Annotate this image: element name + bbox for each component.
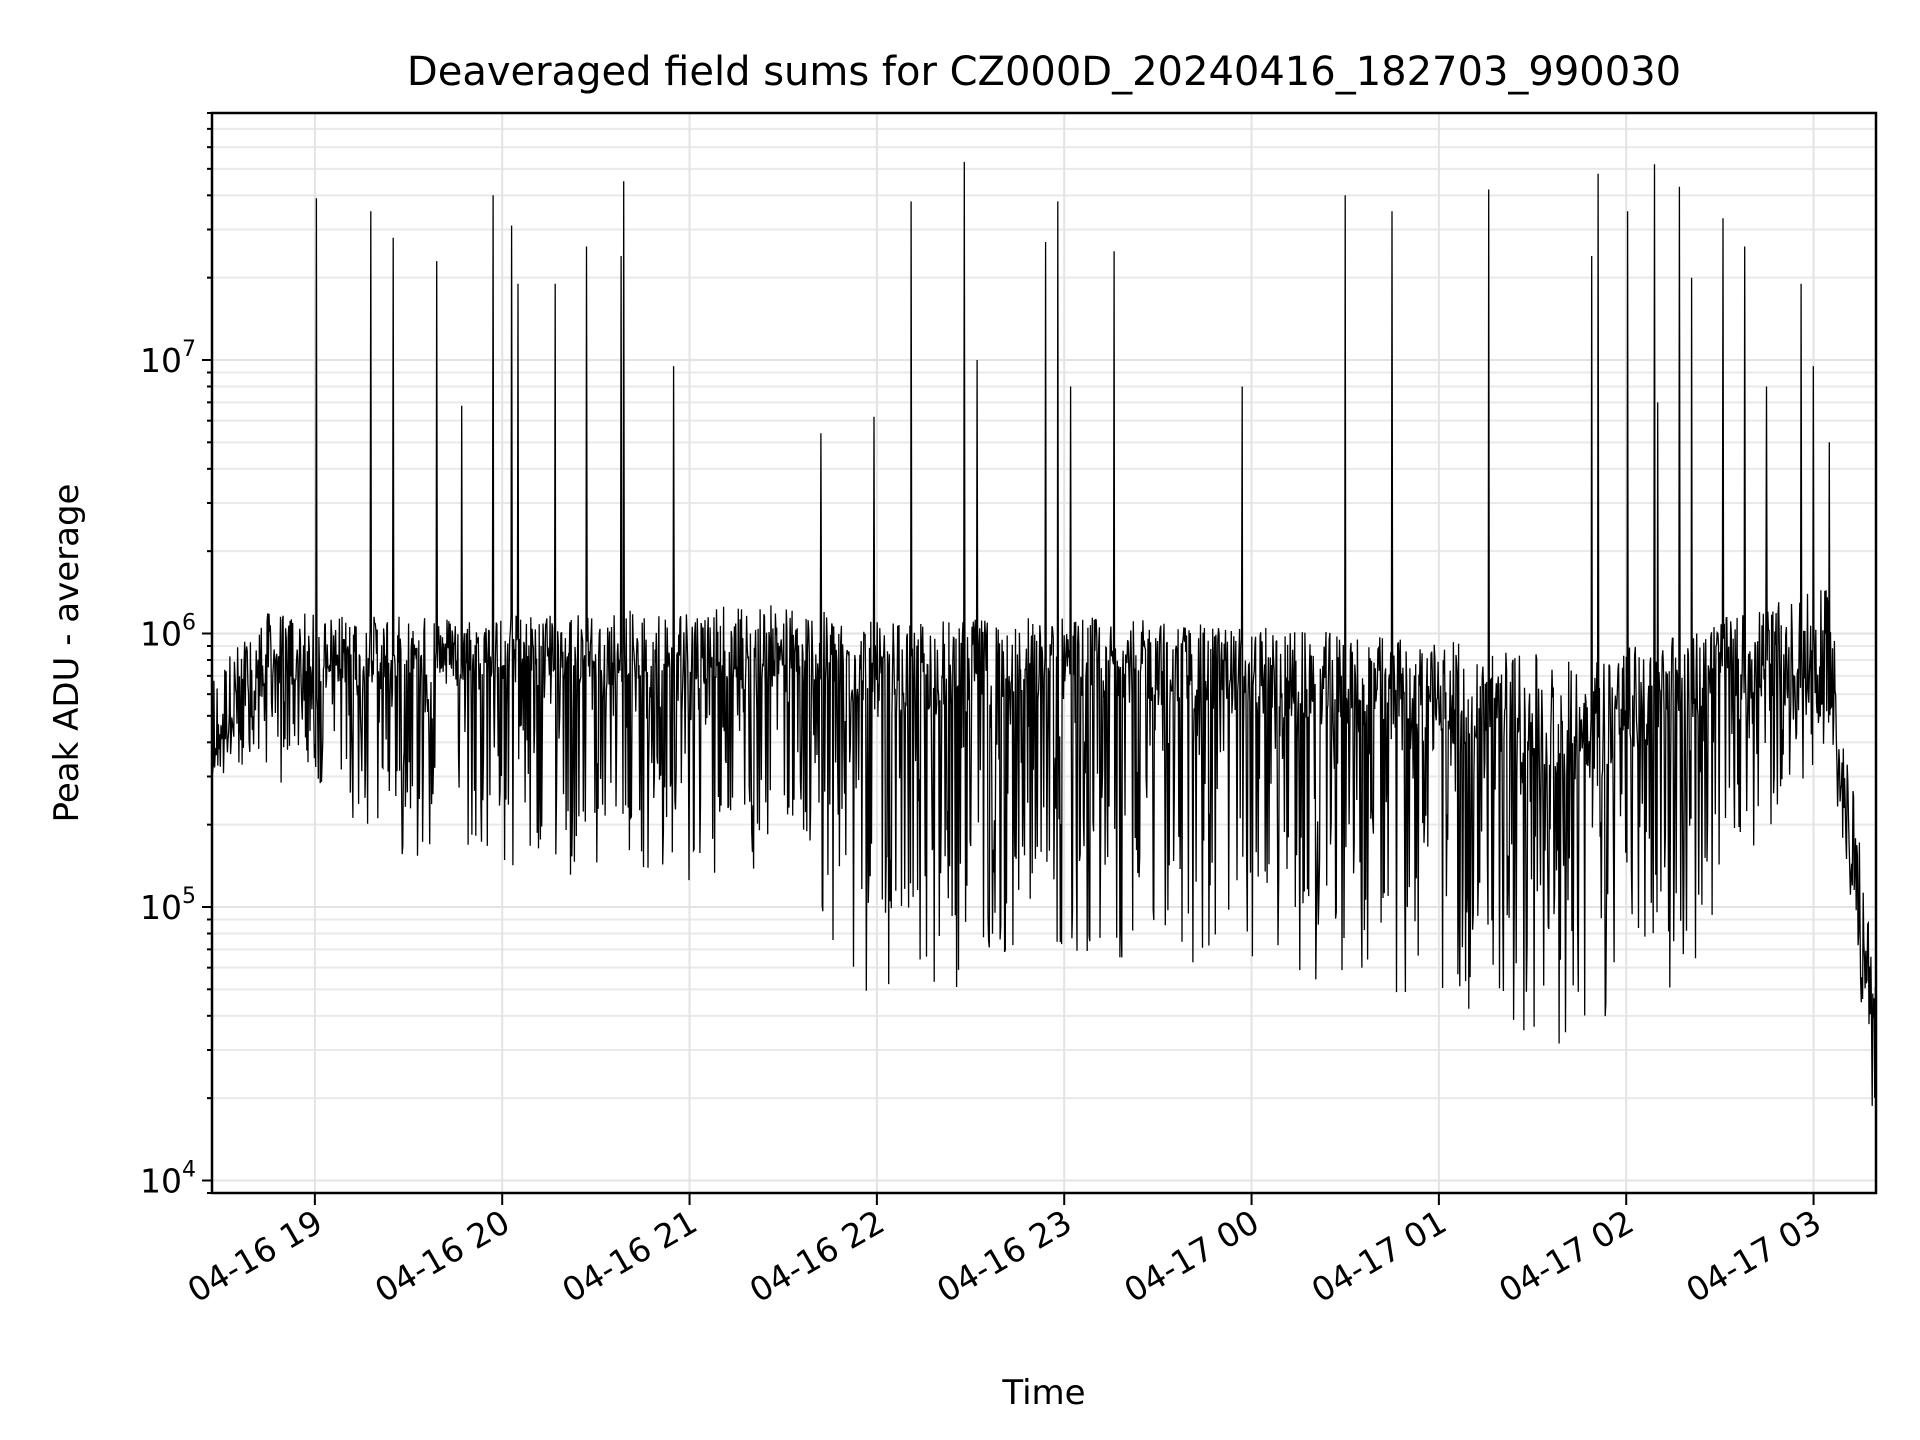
- y-tick-label-exp: 6: [182, 610, 196, 635]
- series-layer: [211, 161, 1877, 1106]
- y-tick-label-exp: 7: [182, 337, 196, 362]
- y-tick-label-base: 10: [140, 341, 182, 380]
- plot-frame: [210, 111, 1878, 1195]
- y-tick-label-exp: 5: [182, 884, 196, 909]
- x-tick-label: 04-16 19: [181, 1202, 329, 1310]
- y-tick-label-base: 10: [140, 1161, 182, 1200]
- x-tick-label: 04-16 20: [368, 1202, 516, 1310]
- x-axis: 04-16 19 04-16 20 04-16 21 04-16 22 04-16 23…: [181, 1193, 1828, 1310]
- y-tick-label-base: 10: [140, 888, 182, 927]
- x-tick-label: 04-16 22: [743, 1202, 891, 1310]
- y-tick-label-base: 10: [140, 614, 182, 653]
- y-tick-label: 105: [140, 884, 196, 927]
- x-tick-label: 04-17 01: [1305, 1202, 1453, 1310]
- y-tick-label: 107: [140, 337, 196, 380]
- chart-title: Deaveraged field sums for CZ000D_2024041…: [407, 49, 1681, 95]
- y-tick-label: 106: [140, 610, 196, 653]
- x-tick-label: 04-17 03: [1680, 1202, 1828, 1310]
- y-tick-label: 104: [140, 1157, 196, 1200]
- x-tick-label: 04-17 02: [1492, 1202, 1640, 1310]
- x-tick-label: 04-16 21: [556, 1202, 704, 1310]
- x-tick-label: 04-16 23: [930, 1202, 1078, 1310]
- x-tick-label: 04-17 00: [1118, 1202, 1266, 1310]
- x-axis-label: Time: [1001, 1373, 1085, 1413]
- y-tick-label-exp: 4: [182, 1157, 196, 1182]
- y-axis-label: Peak ADU - average: [47, 484, 87, 823]
- series-line: [211, 161, 1877, 1106]
